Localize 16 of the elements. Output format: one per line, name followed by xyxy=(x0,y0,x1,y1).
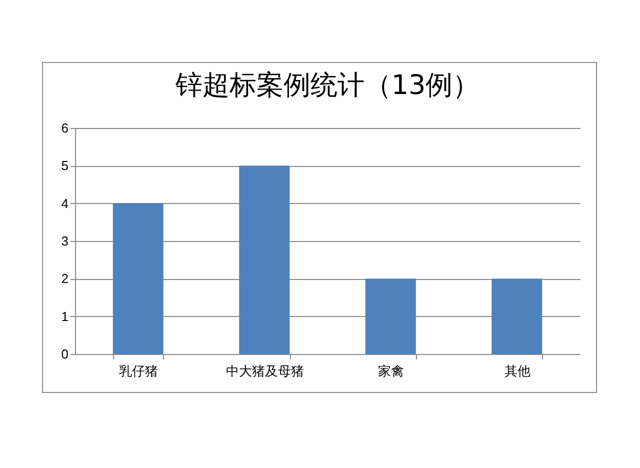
bar xyxy=(492,278,542,354)
y-tick-label: 4 xyxy=(61,196,68,211)
y-tick-label: 2 xyxy=(61,271,68,286)
chart-title: 锌超标案例统计（13例） xyxy=(174,70,480,101)
y-tick-label: 3 xyxy=(61,234,68,248)
x-tick-label: 家禽 xyxy=(378,364,404,380)
y-tick-label: 6 xyxy=(61,120,68,136)
bar xyxy=(365,278,416,354)
x-tick-label: 中大猪及母猪 xyxy=(226,364,304,380)
y-tick-label: 5 xyxy=(61,158,68,174)
y-tick-label: 1 xyxy=(61,308,68,324)
bar xyxy=(112,203,164,354)
y-tick-label: 0 xyxy=(61,346,68,362)
x-tick-label: 乳仔猪 xyxy=(119,364,158,380)
bar xyxy=(239,166,290,354)
x-tick-label: 其他 xyxy=(504,364,530,380)
